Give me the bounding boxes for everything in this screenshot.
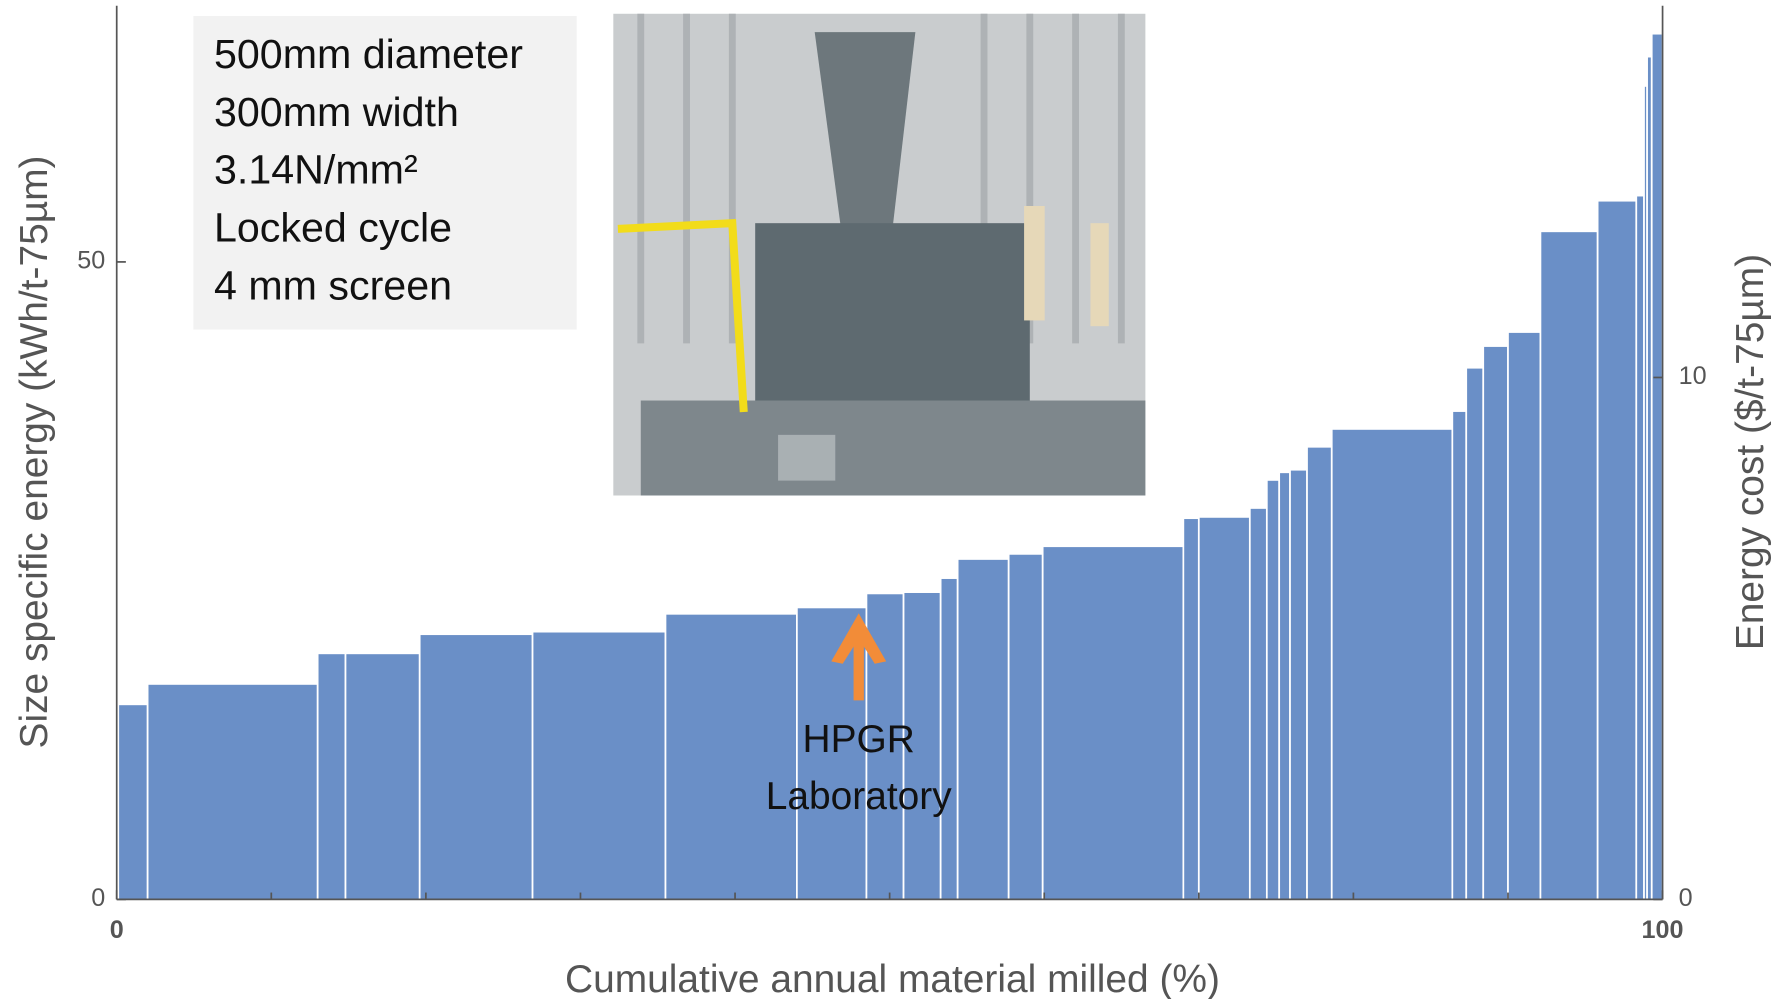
bar <box>939 577 959 901</box>
bar <box>1507 331 1542 901</box>
bar <box>902 591 942 901</box>
spec-line: 300mm width <box>214 89 459 135</box>
bar <box>1650 32 1664 901</box>
bar <box>1306 445 1333 901</box>
x-tick-label: 100 <box>1642 916 1684 944</box>
bar <box>1465 366 1485 901</box>
bar <box>1539 230 1599 901</box>
y-tick-label: 0 <box>91 884 105 912</box>
y-tick-label: 50 <box>77 247 105 275</box>
x-axis-title: Cumulative annual material milled (%) <box>565 958 1220 999</box>
annotation-text: HPGR <box>803 718 915 761</box>
bar <box>956 558 1010 901</box>
spec-box <box>193 16 577 330</box>
bar <box>531 630 667 901</box>
bar <box>1451 410 1468 901</box>
y-axis-title: Size specific energy (kWh/t-75µm) <box>13 156 56 749</box>
bar <box>1289 468 1308 901</box>
bar <box>1635 194 1645 901</box>
bar <box>117 703 149 901</box>
bar <box>1197 516 1251 901</box>
bar <box>1007 553 1044 901</box>
spec-line: 3.14N/mm² <box>214 147 418 193</box>
spec-line: 4 mm screen <box>214 262 452 308</box>
bar <box>1041 545 1185 901</box>
bar <box>664 612 798 901</box>
bar <box>146 683 319 901</box>
bar <box>1248 507 1268 901</box>
bar <box>1330 428 1454 901</box>
y2-tick-label: 10 <box>1679 362 1707 390</box>
bar <box>1278 471 1291 901</box>
y2-axis-title: Energy cost ($/t-75µm) <box>1729 254 1772 650</box>
bar <box>1182 517 1200 901</box>
photo <box>613 13 1146 496</box>
annotation-text: Laboratory <box>766 775 952 818</box>
bar <box>418 633 534 901</box>
bar <box>316 652 347 901</box>
annotation-arrowhead <box>831 613 887 664</box>
spec-line: Locked cycle <box>214 204 452 250</box>
bar <box>1482 345 1509 901</box>
bar <box>1596 199 1638 901</box>
bar <box>1265 479 1281 901</box>
y2-tick-label: 0 <box>1679 884 1693 912</box>
bar <box>344 652 421 901</box>
spec-line: 500mm diameter <box>214 31 523 77</box>
x-tick-label: 0 <box>110 916 124 944</box>
